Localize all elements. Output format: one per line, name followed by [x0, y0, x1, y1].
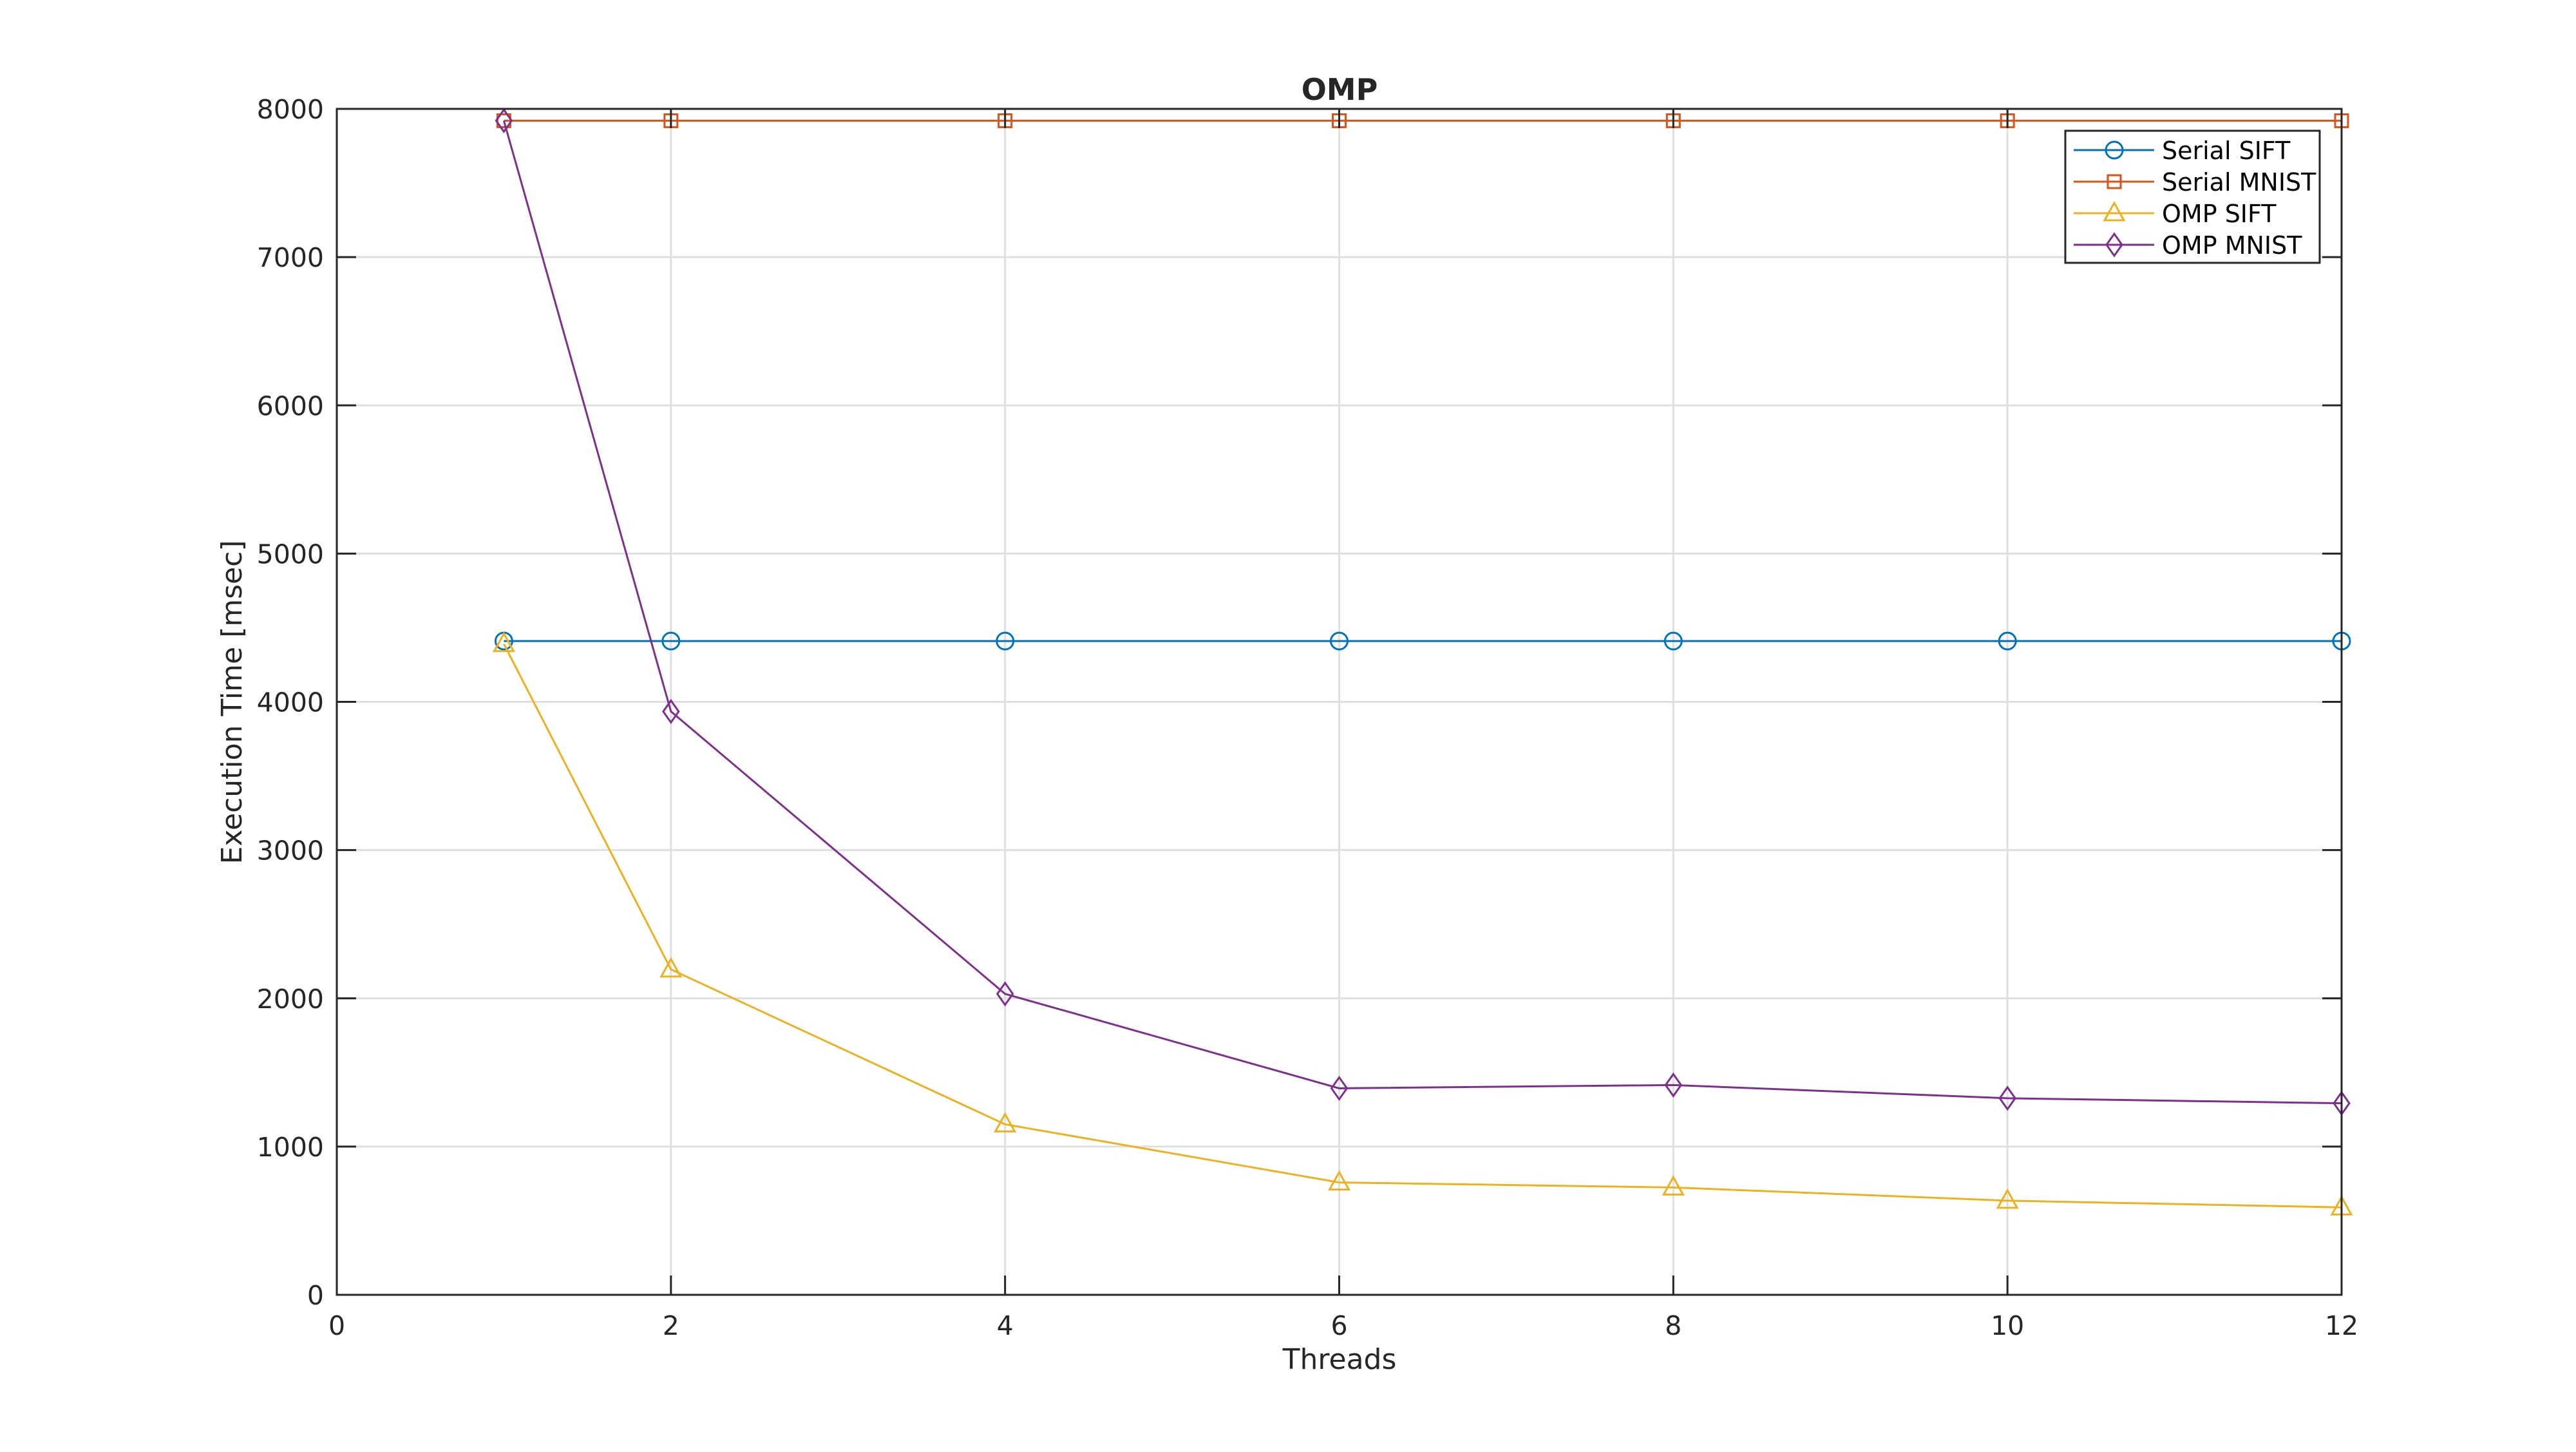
y-axis-label: Execution Time [msec] [216, 540, 249, 865]
legend-entry: OMP MNIST [2074, 231, 2302, 260]
triangle-marker [1996, 1188, 2019, 1209]
circle-marker [1998, 631, 2017, 651]
legend-label: Serial MNIST [2162, 168, 2316, 196]
legend-label: OMP SIFT [2162, 200, 2277, 228]
series-line [502, 120, 2342, 1105]
y-tick-label: 2000 [257, 984, 324, 1015]
diamond-marker [996, 981, 1014, 1007]
series-serial-sift [494, 631, 2351, 651]
triangle-marker [2103, 200, 2126, 222]
legend-label: Serial SIFT [2162, 137, 2291, 165]
legend-entry: Serial SIFT [2074, 137, 2291, 165]
x-tick-label: 10 [1991, 1310, 2024, 1341]
y-tick-label: 3000 [257, 836, 324, 866]
square-marker [496, 113, 511, 128]
x-tick-label: 8 [1665, 1310, 1681, 1341]
circle-marker [996, 631, 1015, 651]
legend-entry: OMP SIFT [2074, 200, 2277, 228]
legend-entry: Serial MNIST [2074, 168, 2316, 196]
triangle-marker [994, 1112, 1017, 1132]
legend-label: OMP MNIST [2162, 231, 2302, 260]
diamond-marker [2105, 232, 2123, 258]
x-tick-label: 12 [2325, 1310, 2358, 1341]
series-line [503, 644, 2342, 1208]
legend-box [2064, 129, 2321, 264]
triangle-marker [492, 631, 515, 653]
y-tick-label: 6000 [257, 390, 324, 421]
diamond-marker [661, 698, 680, 725]
series-layer [492, 108, 2353, 1216]
ticks: 0 2 4 6 8 10 12 0 1000 2000 3000 4000 5000 6000 7000 80… [257, 94, 2358, 1341]
y-tick-label: 5000 [257, 539, 324, 569]
diamond-marker [1664, 1072, 1683, 1098]
x-tick-label: 2 [663, 1310, 679, 1341]
square-marker [2107, 174, 2122, 189]
circle-marker [661, 631, 681, 651]
series-omp-sift [492, 631, 2353, 1216]
series-serial-mnist [496, 113, 2349, 128]
grid [336, 108, 2343, 1296]
x-tick-label: 4 [997, 1310, 1014, 1341]
series-omp-mnist [495, 108, 2351, 1116]
diamond-marker [1330, 1075, 1349, 1102]
triangle-marker [659, 957, 683, 978]
x-tick-label: 6 [1331, 1310, 1347, 1341]
x-axis-label: Threads [1282, 1343, 1397, 1376]
y-tick-label: 0 [307, 1280, 324, 1311]
diamond-marker [495, 108, 513, 134]
circle-marker [2105, 140, 2124, 160]
circle-marker [1663, 631, 1683, 651]
y-tick-label: 4000 [257, 687, 324, 718]
chart-title: OMP [1302, 72, 1378, 107]
triangle-marker [1662, 1175, 1685, 1196]
legend: Serial SIFT Serial MNIST OMP SIFT OMP MNIST [2064, 129, 2321, 264]
circle-marker [1330, 631, 1349, 651]
triangle-marker [1327, 1170, 1351, 1191]
y-tick-label: 7000 [257, 242, 324, 273]
x-tick-label: 0 [328, 1310, 345, 1341]
y-tick-label: 8000 [257, 94, 324, 125]
diamond-marker [1998, 1085, 2017, 1111]
y-tick-label: 1000 [257, 1132, 324, 1163]
